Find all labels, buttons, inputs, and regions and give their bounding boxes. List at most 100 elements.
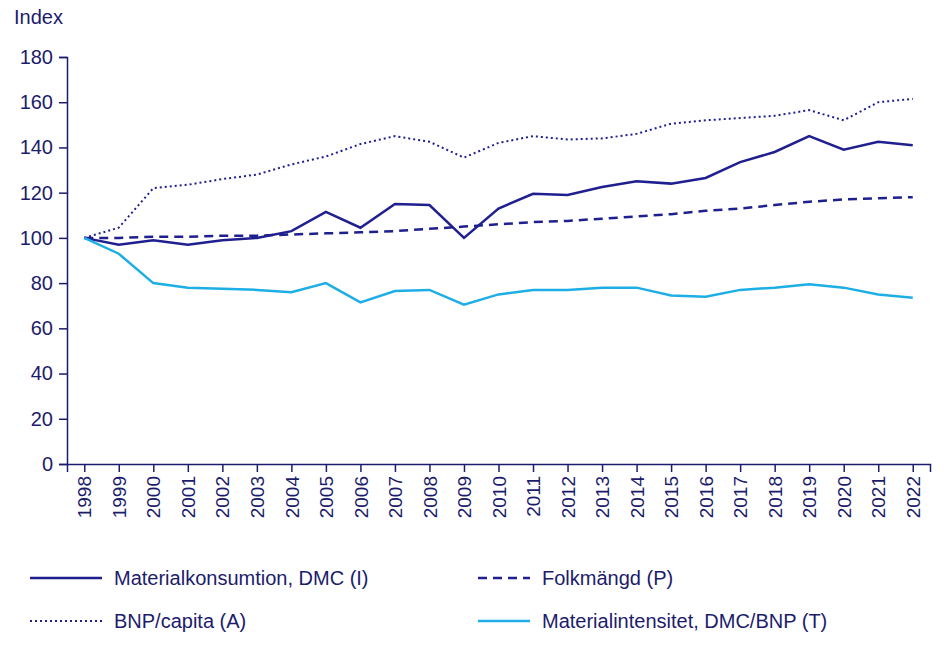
x-tick: 2004 (282, 464, 303, 518)
y-tick-mark (59, 238, 67, 240)
legend-swatch (30, 577, 102, 580)
x-tick-label: 2018 (765, 476, 786, 518)
legend-swatch (478, 577, 530, 580)
series-line (84, 99, 912, 238)
x-tick-label: 2015 (661, 476, 682, 518)
x-tick-label: 2003 (247, 476, 268, 518)
x-tick: 2000 (143, 464, 164, 518)
x-tick: 2006 (351, 464, 372, 518)
x-tick: 2018 (765, 464, 786, 518)
x-tick-label: 2009 (454, 476, 475, 518)
x-tick-mark (533, 464, 535, 472)
x-tick-label: 2006 (351, 476, 372, 518)
legend-label: Materialintensitet, DMC/BNP (T) (542, 610, 827, 632)
x-tick: 2013 (592, 464, 613, 518)
x-tick: 2021 (868, 464, 889, 518)
x-tick: 2003 (247, 464, 268, 518)
y-tick: 100 (20, 227, 67, 249)
x-tick: 2016 (696, 464, 717, 518)
legend-label: Folkmängd (P) (542, 567, 673, 589)
y-tick-mark (59, 464, 67, 466)
x-tick-label: 2002 (212, 476, 233, 518)
y-tick: 140 (20, 136, 67, 158)
x-tick-mark (498, 464, 500, 472)
x-tick-label: 2014 (627, 476, 648, 519)
x-tick: 2015 (661, 464, 682, 518)
x-tick-mark (395, 464, 397, 472)
x-tick-mark (360, 464, 362, 472)
x-tick: 2022 (903, 464, 924, 518)
y-tick-label: 120 (20, 182, 53, 204)
x-tick-mark (84, 464, 86, 472)
x-tick-mark (602, 464, 604, 472)
y-tick-label: 160 (20, 91, 53, 113)
x-tick-label: 2013 (592, 476, 613, 518)
x-tick-mark (843, 464, 845, 472)
y-tick: 80 (31, 272, 67, 294)
x-tick: 2007 (385, 464, 406, 518)
x-tick-label: 2004 (282, 476, 303, 519)
x-tick-label: 2017 (730, 476, 751, 518)
x-tick-label: 2012 (558, 476, 579, 518)
y-tick-mark (59, 328, 67, 330)
y-tick-label: 100 (20, 227, 53, 249)
lines (84, 99, 912, 305)
x-tick: 2019 (799, 464, 820, 518)
x-tick-label: 1999 (109, 476, 130, 518)
x-tick-label: 2007 (385, 476, 406, 518)
y-tick-label: 80 (31, 272, 53, 294)
x-tick-label: 2008 (420, 476, 441, 518)
x-tick: 2001 (178, 464, 199, 518)
x-tick: 1999 (109, 464, 130, 518)
y-tick-label: 60 (31, 317, 53, 339)
x-tick-label: 2021 (868, 476, 889, 518)
y-tick-label: 20 (31, 408, 53, 430)
x-tick-mark (464, 464, 466, 472)
y-axis-title: Index (14, 6, 63, 28)
x-tick: 1998 (74, 464, 95, 518)
x-tick-mark (567, 464, 569, 472)
y-tick-mark (59, 419, 67, 421)
legend-label: Materialkonsumtion, DMC (I) (114, 567, 369, 589)
y-axis: 0 20 40 60 80 100 120 140 160 180 (20, 46, 68, 475)
y-tick-label: 0 (42, 453, 53, 475)
x-tick-mark (257, 464, 259, 472)
x-tick-label: 2005 (316, 476, 337, 518)
legend-item: Materialintensitet, DMC/BNP (T) (478, 610, 827, 632)
y-tick-mark (59, 57, 67, 59)
x-tick-label: 2001 (178, 476, 199, 518)
legend-swatch (478, 620, 530, 623)
x-tick: 2012 (558, 464, 579, 518)
series-line (84, 197, 912, 238)
x-tick-mark (188, 464, 190, 472)
x-tick: 2014 (627, 464, 648, 518)
x-tick-label: 1998 (74, 476, 95, 518)
x-tick-mark (878, 464, 880, 472)
x-tick-mark (636, 464, 638, 472)
x-tick-mark (119, 464, 121, 472)
x-tick-mark (326, 464, 328, 472)
x-tick-mark (809, 464, 811, 472)
y-tick-mark (59, 147, 67, 149)
series-line (84, 238, 912, 305)
x-tick-label: 2016 (696, 476, 717, 518)
legend-item: Materialkonsumtion, DMC (I) (30, 567, 369, 589)
y-axis-line (59, 58, 68, 465)
x-tick-label: 2000 (143, 476, 164, 518)
y-tick: 0 (42, 453, 67, 475)
x-tick: 2008 (420, 464, 441, 518)
legend-label: BNP/capita (A) (114, 610, 246, 632)
x-tick-mark (912, 464, 914, 472)
y-tick-label: 180 (20, 46, 53, 68)
y-tick-label: 40 (31, 362, 53, 384)
x-tick: 2005 (316, 464, 337, 518)
x-tick-mark (740, 464, 742, 472)
x-tick: 2020 (834, 464, 855, 518)
x-axis-line (68, 465, 931, 473)
y-tick-mark (59, 283, 67, 285)
chart: Index 0 20 40 60 80 100 120 140 160 180 1998 1999 200… (0, 0, 945, 650)
y-tick: 60 (31, 317, 67, 339)
x-tick-mark (429, 464, 431, 472)
x-tick: 2009 (454, 464, 475, 518)
x-tick-label: 2022 (903, 476, 924, 518)
